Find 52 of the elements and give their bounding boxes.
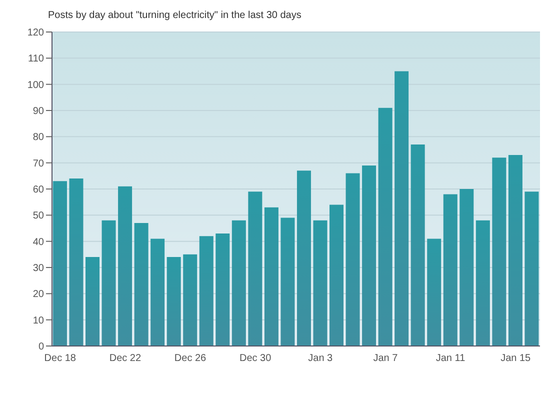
bar — [248, 192, 262, 346]
y-tick-label: 30 — [32, 263, 44, 274]
bar — [199, 236, 214, 346]
bar — [378, 108, 392, 346]
bar — [524, 192, 539, 346]
y-tick-label: 120 — [27, 28, 44, 39]
y-tick-label: 0 — [38, 342, 44, 353]
y-tick-label: 20 — [32, 289, 44, 300]
bar — [427, 238, 442, 346]
x-tick-label: Jan 15 — [500, 353, 532, 364]
bar — [118, 186, 132, 346]
x-tick-label: Jan 11 — [436, 353, 466, 364]
bar — [296, 170, 311, 346]
bar — [69, 178, 84, 346]
x-tick-label: Dec 30 — [239, 353, 272, 364]
bar — [183, 254, 198, 346]
y-tick-label: 60 — [32, 184, 44, 196]
bar — [102, 220, 116, 346]
bar — [280, 218, 295, 346]
bar — [508, 154, 522, 346]
bar — [134, 223, 148, 346]
bar — [394, 71, 409, 346]
bar — [52, 181, 67, 346]
x-tick-label: Dec 22 — [109, 353, 142, 364]
x-tick-label: Jan 7 — [373, 353, 398, 364]
bar — [330, 204, 344, 346]
chart-title: Posts by day about "turning electricity" in the last 30 days — [48, 10, 302, 21]
y-tick-label: 10 — [32, 315, 44, 326]
bar — [264, 207, 278, 346]
y-tick-label: 90 — [32, 106, 44, 118]
bar — [346, 173, 360, 346]
bar — [232, 220, 246, 346]
bar — [476, 220, 490, 346]
bar — [362, 165, 376, 346]
y-tick-label: 100 — [27, 80, 44, 91]
x-tick-label: Jan 3 — [308, 353, 334, 364]
bar — [150, 238, 165, 346]
bar — [313, 220, 328, 346]
y-tick-label: 80 — [32, 132, 44, 144]
bar — [166, 257, 181, 346]
bar — [86, 257, 100, 346]
y-tick-label: 50 — [32, 210, 44, 222]
y-tick-label: 70 — [32, 158, 44, 170]
x-tick-label: Dec 18 — [44, 353, 76, 364]
x-tick-label: Dec 26 — [174, 353, 207, 364]
bar — [460, 189, 474, 346]
y-tick-label: 40 — [32, 236, 44, 248]
bar — [216, 233, 230, 346]
y-tick-label: 110 — [28, 54, 44, 65]
bar — [410, 144, 425, 346]
bar — [492, 158, 506, 346]
bar — [443, 194, 458, 346]
